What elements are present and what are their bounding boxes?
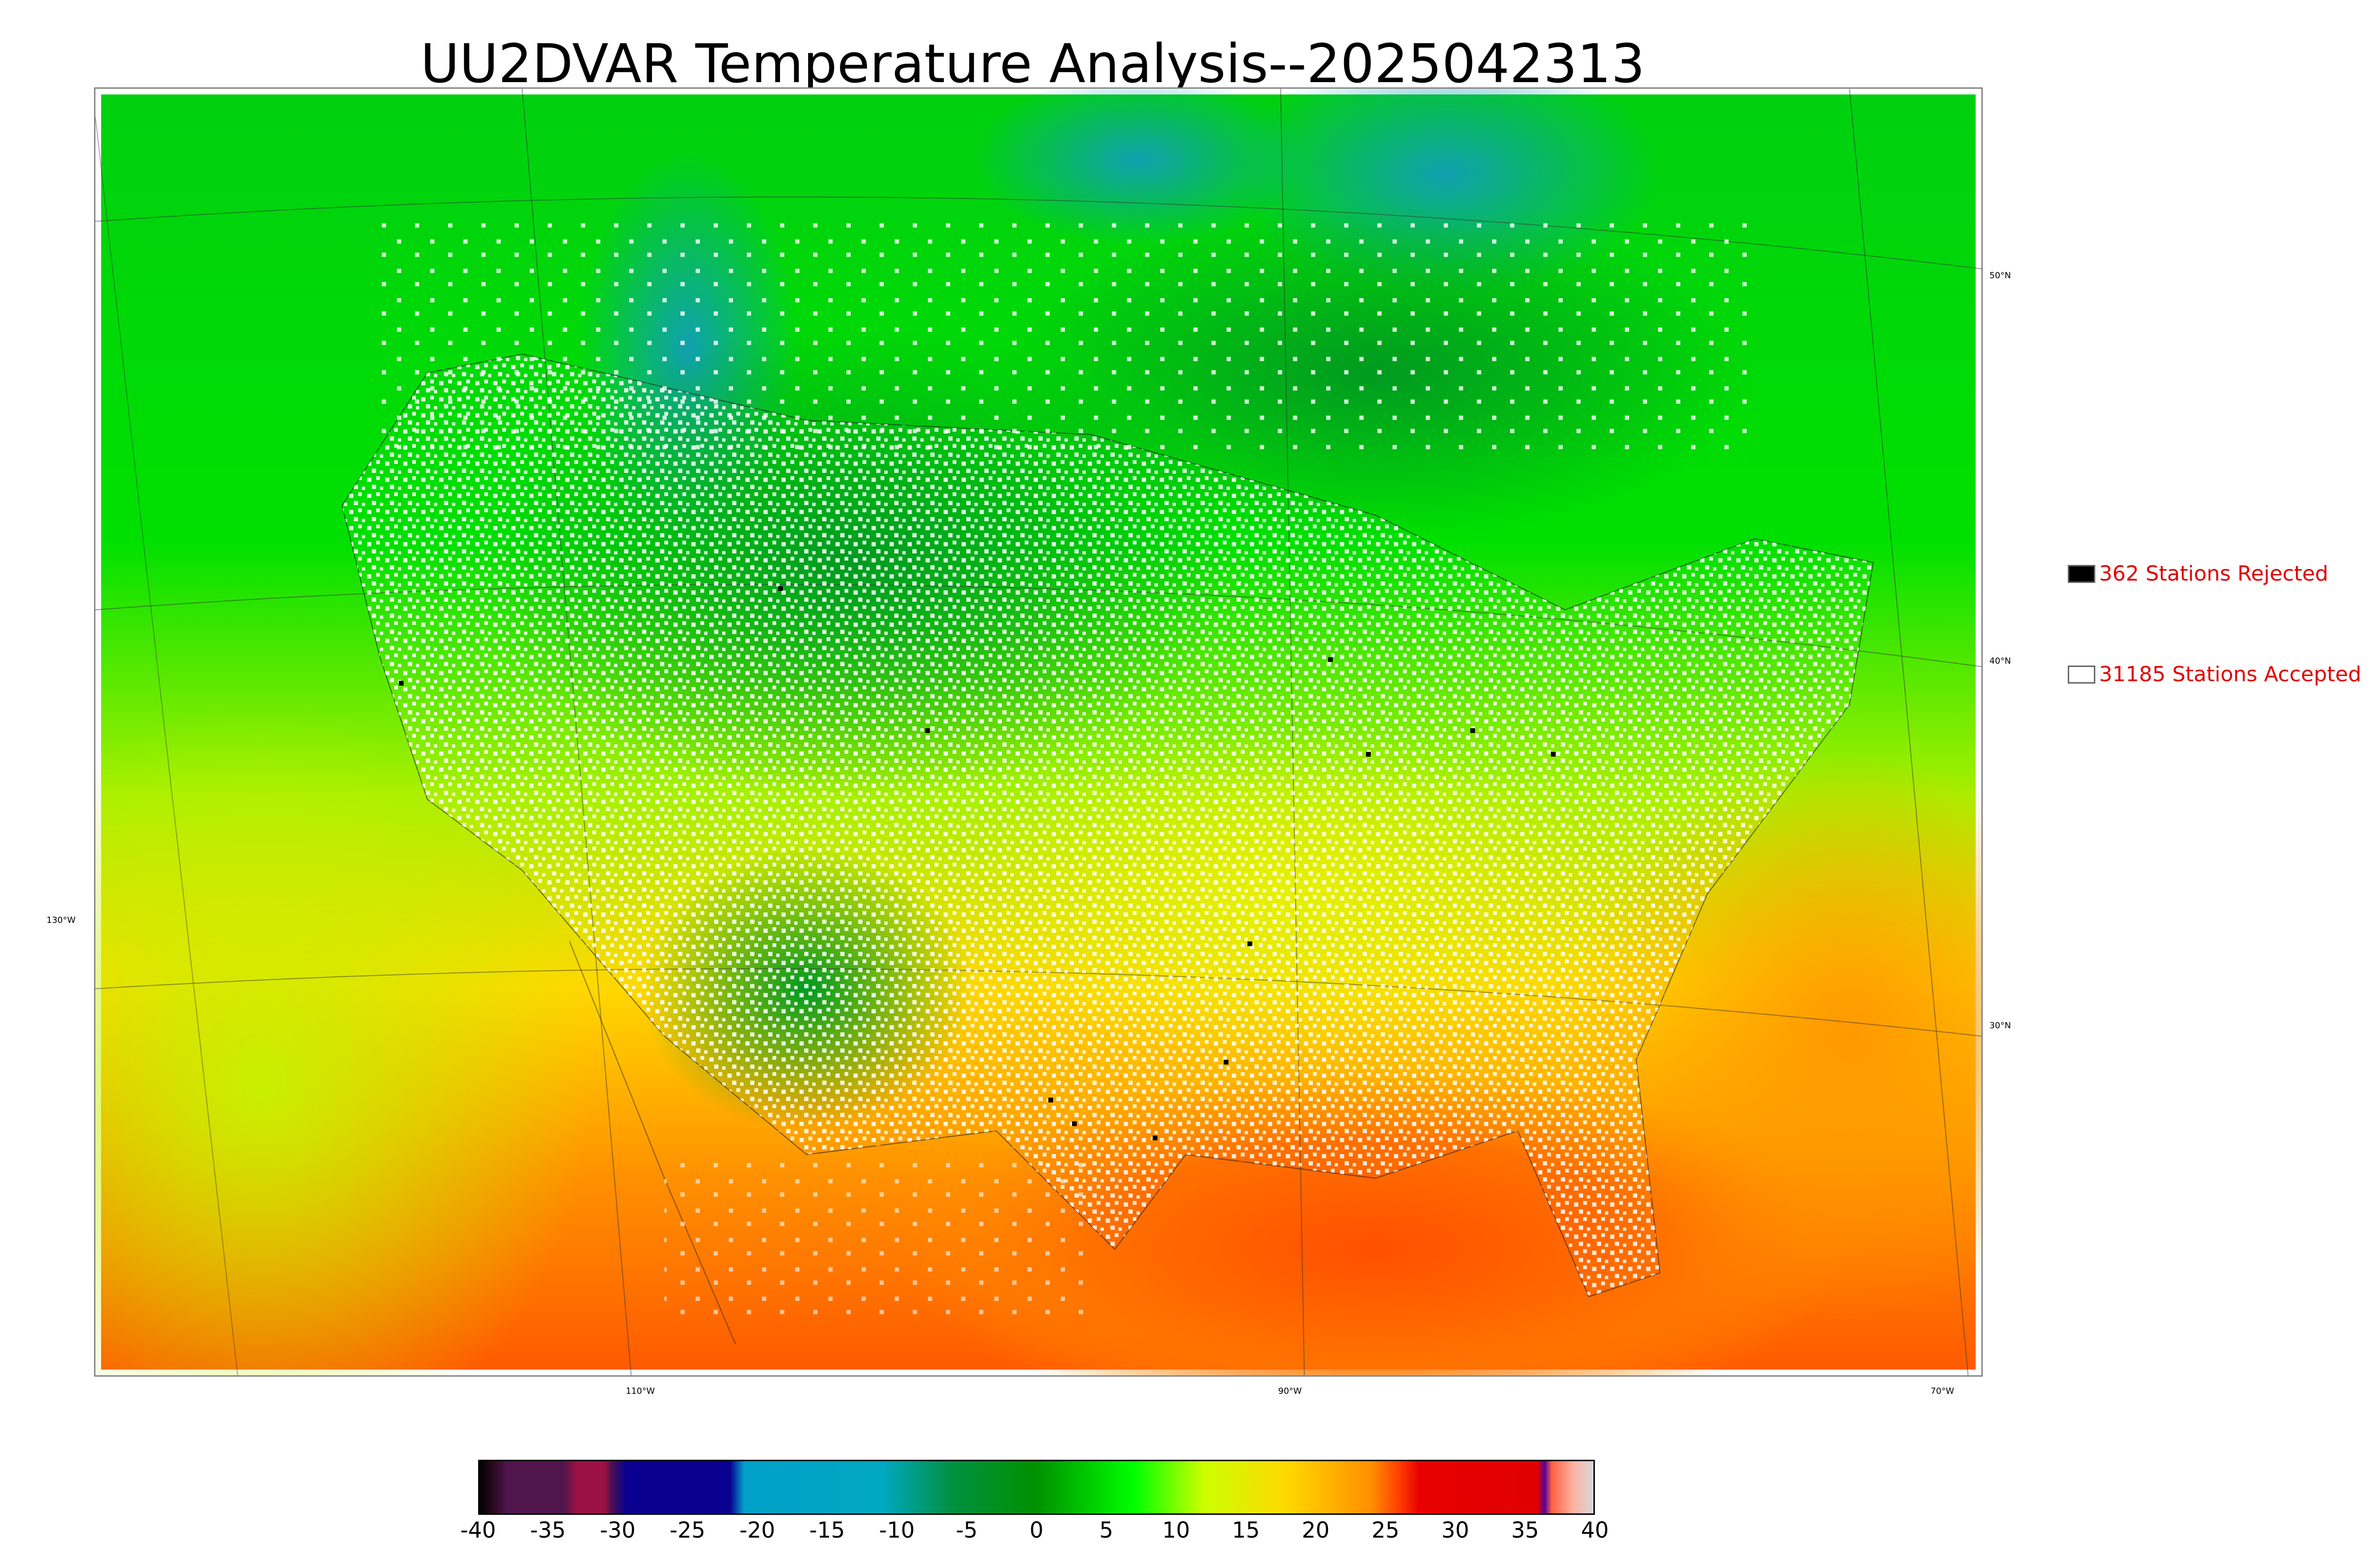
lon-label-70w: 70°W [1931, 1386, 1954, 1396]
graticule-lon-70 [1849, 89, 1969, 1375]
accepted-stations [342, 354, 1874, 1297]
colorbar-tick-label: 5 [1099, 1517, 1113, 1543]
legend-accepted-label: 31185 Stations Accepted [2099, 662, 2362, 686]
colorbar-tick-label: 25 [1371, 1517, 1400, 1543]
colorbar-tick-label: 30 [1441, 1517, 1470, 1543]
colorbar-tick-label: -15 [809, 1517, 845, 1543]
colorbar-tick-label: 35 [1511, 1517, 1539, 1543]
colorbar-tick-label: -30 [600, 1517, 636, 1543]
legend-accepted: 31185 Stations Accepted [2068, 662, 2361, 686]
lon-label-90w: 90°W [1278, 1386, 1302, 1396]
lat-label-40n: 40°N [1989, 656, 2011, 666]
rejected-stations [399, 586, 1556, 1141]
colorbar-tick-label: 0 [1029, 1517, 1044, 1543]
colorbar-tick-label: 20 [1301, 1517, 1330, 1543]
lon-label-110w: 110°W [626, 1386, 655, 1396]
colorbar-tick-label: 10 [1162, 1517, 1190, 1543]
lat-label-30n: 30°N [1989, 1021, 2011, 1031]
colorbar-tick-label: -40 [460, 1517, 496, 1543]
colorbar-tick-label: -25 [669, 1517, 706, 1543]
accepted-swatch [2068, 665, 2095, 684]
legend-rejected-label: 362 Stations Rejected [2099, 562, 2328, 586]
colorbar-tick-label: 40 [1581, 1517, 1609, 1543]
legend-rejected: 362 Stations Rejected [2068, 562, 2328, 586]
lat-label-50n: 50°N [1989, 271, 2011, 281]
colorbar-tick-labels: -40 -35 -30 -25 -20 -15 -10 -5 0 5 10 15 20 25 30 35 40 [460, 1517, 1609, 1546]
chart-title: UU2DVAR Temperature Analysis--2025042313 [420, 33, 1645, 95]
rejected-swatch [2068, 564, 2095, 583]
colorbar-tick-label: 15 [1232, 1517, 1260, 1543]
temperature-field [95, 89, 1981, 1375]
temperature-map[interactable] [94, 87, 1983, 1377]
colorbar-tick-label: -5 [956, 1517, 978, 1543]
temperature-colorbar [478, 1460, 1595, 1515]
colorbar-tick-label: -35 [530, 1517, 566, 1543]
lon-label-130w: 130°W [47, 915, 76, 925]
colorbar-tick-label: -10 [879, 1517, 915, 1543]
colorbar-tick-label: -20 [739, 1517, 775, 1543]
